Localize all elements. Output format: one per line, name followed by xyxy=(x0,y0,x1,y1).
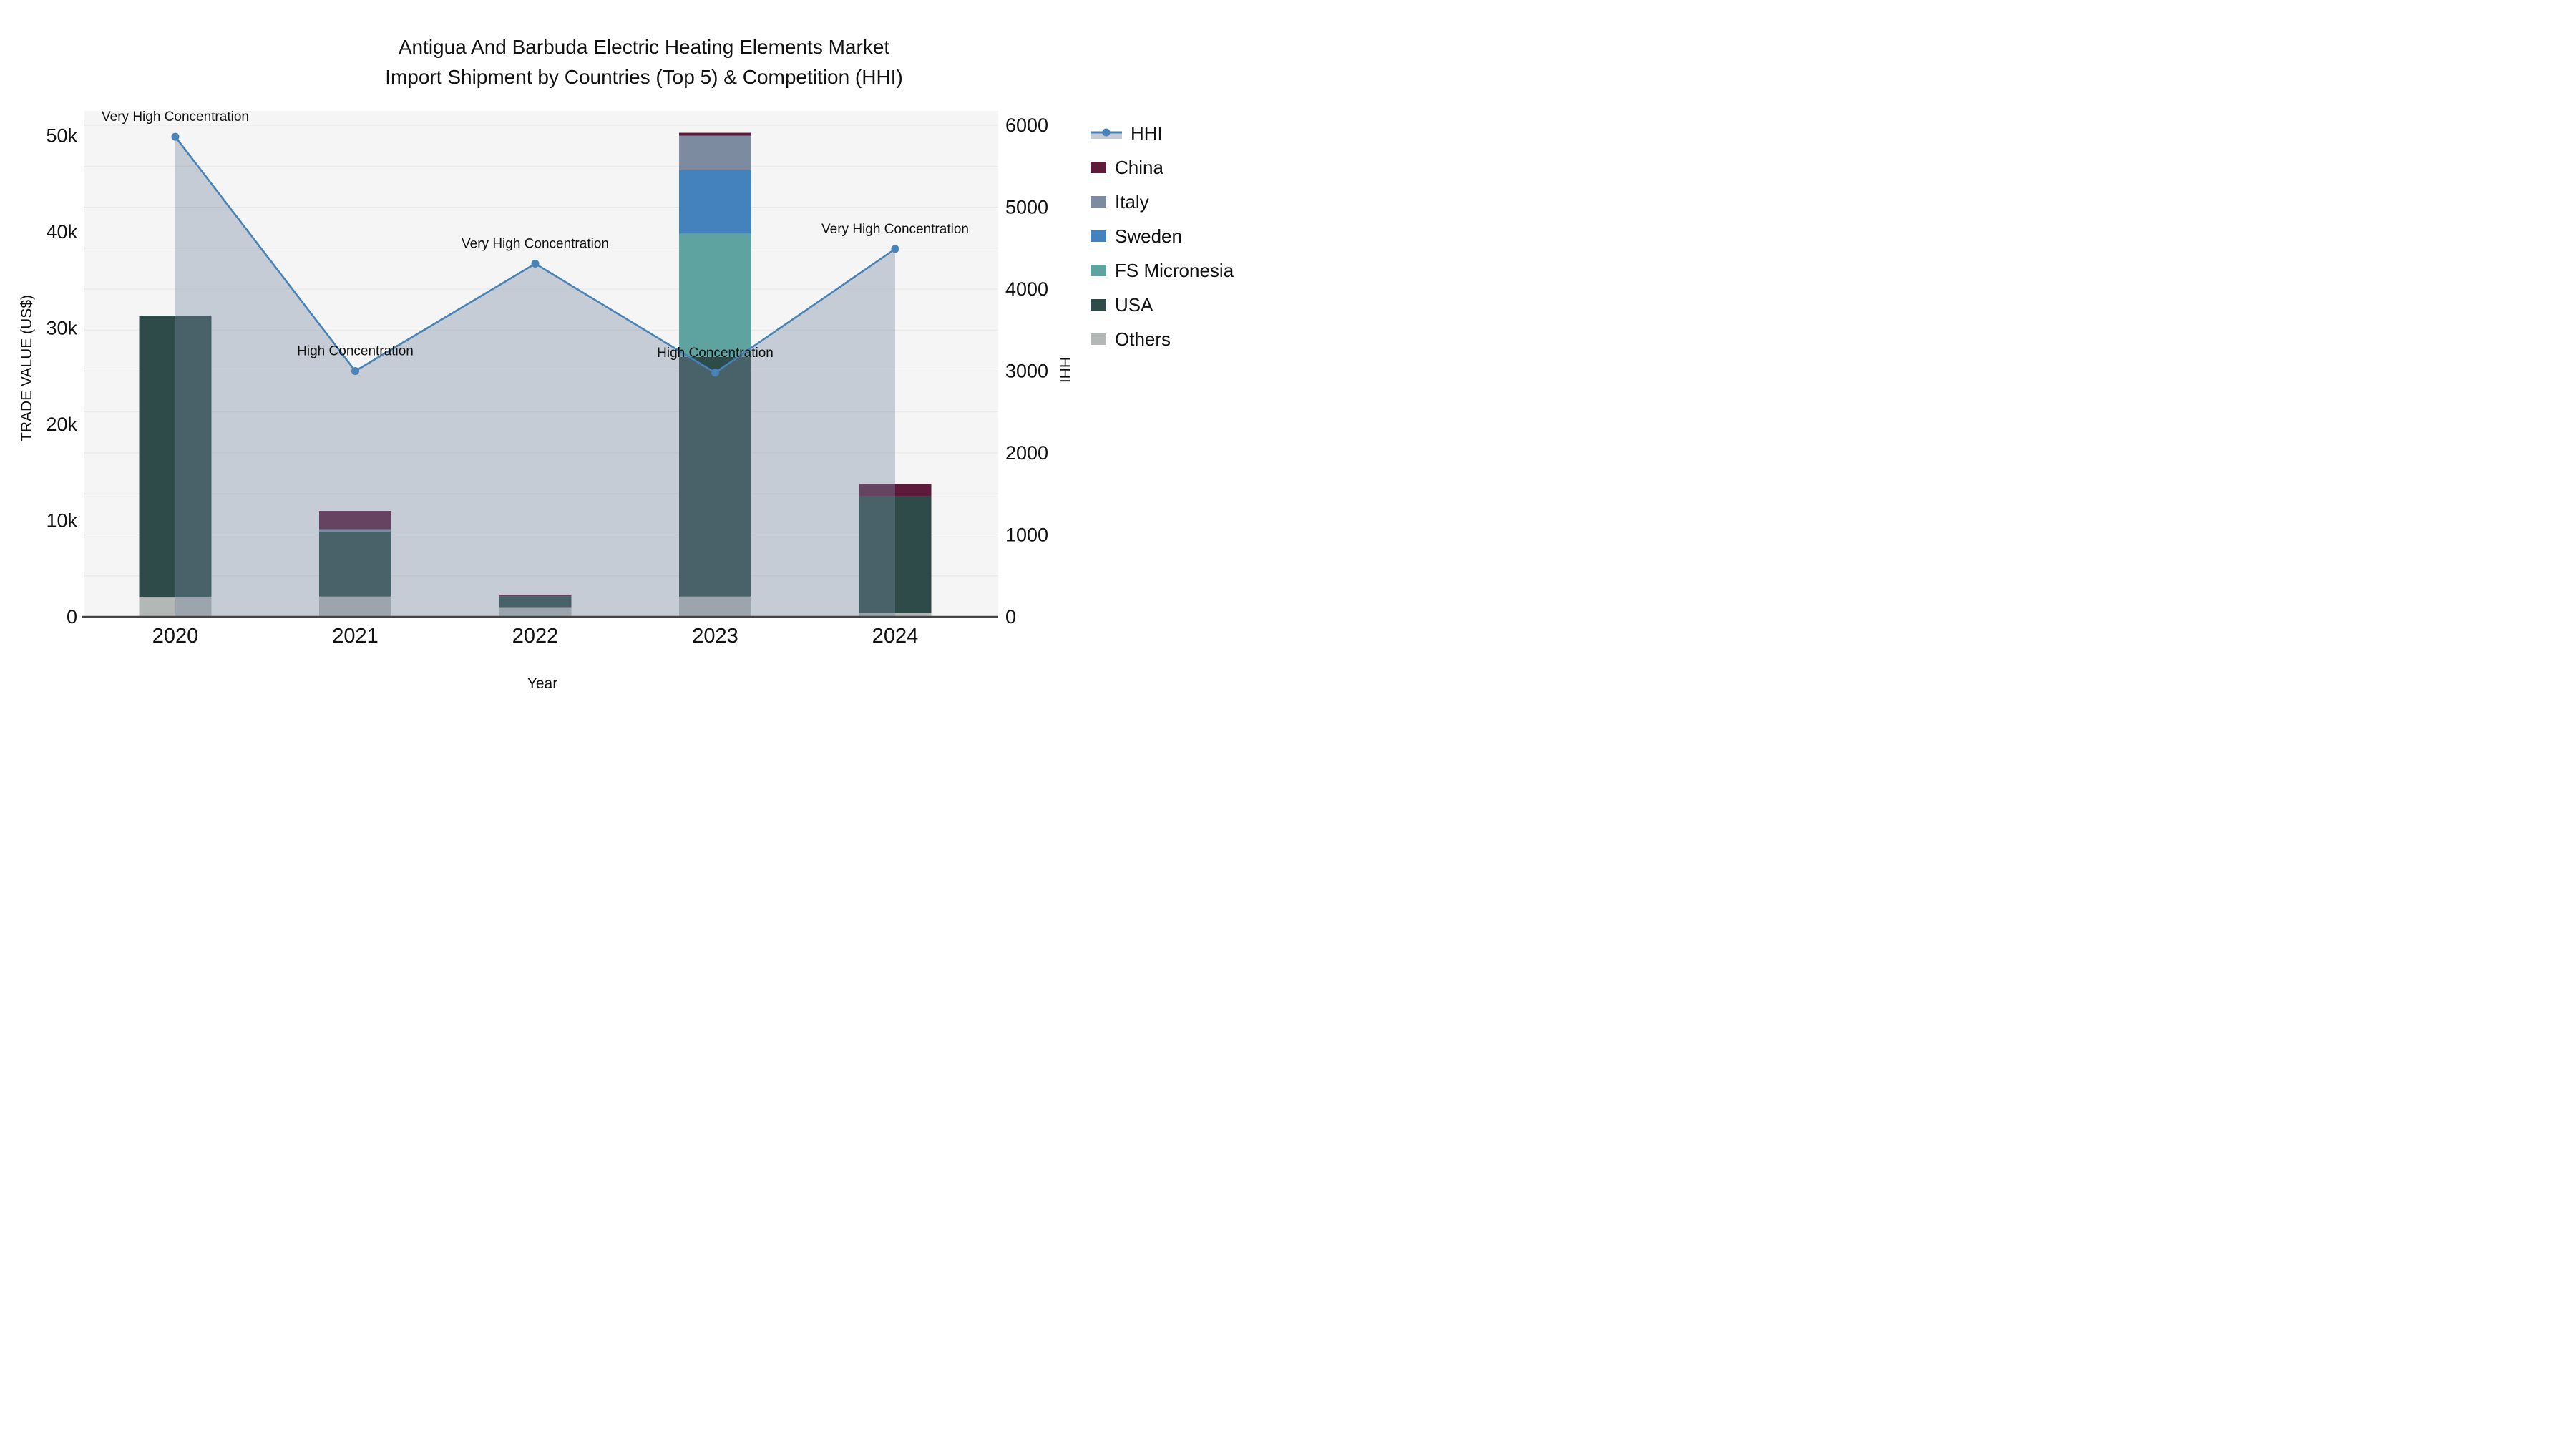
bar-2023-others[interactable] xyxy=(679,596,751,617)
bar-2021-others[interactable] xyxy=(319,596,391,617)
bar-2023-china[interactable] xyxy=(679,132,751,136)
bar-2021-china[interactable] xyxy=(319,511,391,530)
hhi-point-2023[interactable] xyxy=(711,369,719,377)
legend-label-fs-micronesia: FS Micronesia xyxy=(1115,259,1234,281)
legend-label-others: Others xyxy=(1115,328,1171,350)
legend-label-italy: Italy xyxy=(1115,190,1149,213)
y-right-tick-4000: 4000 xyxy=(1005,278,1048,300)
bar-2023-fs-micronesia[interactable] xyxy=(679,233,751,357)
chart-title-line2: Import Shipment by Countries (Top 5) & C… xyxy=(385,66,903,88)
bar-2022-china[interactable] xyxy=(499,595,572,597)
bar-2020-others[interactable] xyxy=(139,597,212,617)
legend-label-sweden: Sweden xyxy=(1115,225,1182,247)
bar-2022-usa[interactable] xyxy=(499,596,572,608)
x-tick-2020: 2020 xyxy=(152,625,199,648)
legend: HHI China Italy Sweden FS Micronesia USA Other… xyxy=(1091,116,1234,356)
legend-label-china: China xyxy=(1115,156,1163,178)
bar-2020-usa[interactable] xyxy=(139,316,212,598)
bar-2021-usa[interactable] xyxy=(319,532,391,597)
y-left-tick-40k: 40k xyxy=(46,221,77,243)
bar-2021-italy[interactable] xyxy=(319,529,391,532)
y-left-tick-20k: 20k xyxy=(46,414,77,435)
y-left-axis-title: TRADE VALUE (US$) xyxy=(19,295,35,441)
hhi-line-swatch xyxy=(1091,128,1122,139)
x-axis-title: Year xyxy=(527,675,558,692)
fs-micronesia-swatch xyxy=(1091,265,1106,276)
legend-item-china[interactable]: China xyxy=(1091,150,1234,185)
y-left-tick-30k: 30k xyxy=(46,318,77,339)
sweden-swatch xyxy=(1091,230,1106,242)
y-left-tick-0: 0 xyxy=(67,606,77,628)
legend-item-italy[interactable]: Italy xyxy=(1091,185,1234,219)
hhi-point-2024[interactable] xyxy=(891,245,899,253)
legend-label-usa: USA xyxy=(1115,293,1153,316)
bar-2024-china[interactable] xyxy=(859,484,932,497)
y-right-tick-2000: 2000 xyxy=(1005,442,1048,464)
bar-2023-italy[interactable] xyxy=(679,135,751,170)
bar-2024-usa[interactable] xyxy=(859,496,932,613)
bar-2023-usa[interactable] xyxy=(679,356,751,597)
x-tick-2021: 2021 xyxy=(332,625,379,648)
y-right-tick-6000: 6000 xyxy=(1005,114,1048,136)
chart-title-line1: Antigua And Barbuda Electric Heating Ele… xyxy=(398,36,890,58)
annotation-2024: Very High Concentration xyxy=(821,222,969,237)
hhi-point-2022[interactable] xyxy=(531,260,540,268)
bar-2023-sweden[interactable] xyxy=(679,170,751,234)
plot-background xyxy=(84,111,998,617)
y-right-tick-5000: 5000 xyxy=(1005,197,1048,218)
x-tick-2023: 2023 xyxy=(692,625,738,648)
y-left-tick-10k: 10k xyxy=(46,510,77,532)
hhi-swatch-dot xyxy=(1102,128,1111,137)
y-right-tick-3000: 3000 xyxy=(1005,361,1048,382)
hhi-area xyxy=(175,137,895,618)
bar-2022-others[interactable] xyxy=(499,607,572,617)
legend-label-hhi: HHI xyxy=(1131,122,1163,144)
legend-item-sweden[interactable]: Sweden xyxy=(1091,219,1234,253)
annotation-2023: High Concentration xyxy=(657,346,774,361)
y-right-tick-0: 0 xyxy=(1005,606,1016,628)
bar-2024-others[interactable] xyxy=(859,613,932,617)
others-swatch xyxy=(1091,333,1106,345)
legend-item-usa[interactable]: USA xyxy=(1091,288,1234,322)
legend-item-hhi[interactable]: HHI xyxy=(1091,116,1234,150)
annotation-2022: Very High Concentration xyxy=(462,237,609,252)
legend-item-others[interactable]: Others xyxy=(1091,322,1234,356)
annotation-2020: Very High Concentration xyxy=(102,109,249,125)
y-right-axis-title: HHI xyxy=(1056,356,1073,384)
hhi-point-2020[interactable] xyxy=(171,132,180,141)
usa-swatch xyxy=(1091,299,1106,311)
figure: Antigua And Barbuda Electric Heating Ele… xyxy=(0,0,1288,725)
china-swatch xyxy=(1091,162,1106,173)
hhi-point-2021[interactable] xyxy=(351,367,359,376)
x-tick-2022: 2022 xyxy=(512,625,559,648)
legend-item-fs-micronesia[interactable]: FS Micronesia xyxy=(1091,253,1234,288)
y-left-tick-50k: 50k xyxy=(46,125,77,147)
y-right-tick-1000: 1000 xyxy=(1005,525,1048,546)
annotation-2021: High Concentration xyxy=(297,344,414,359)
chart-canvas: Very High Concentration High Concentratio… xyxy=(46,109,1048,648)
x-tick-2024: 2024 xyxy=(872,625,919,648)
italy-swatch xyxy=(1091,196,1106,208)
